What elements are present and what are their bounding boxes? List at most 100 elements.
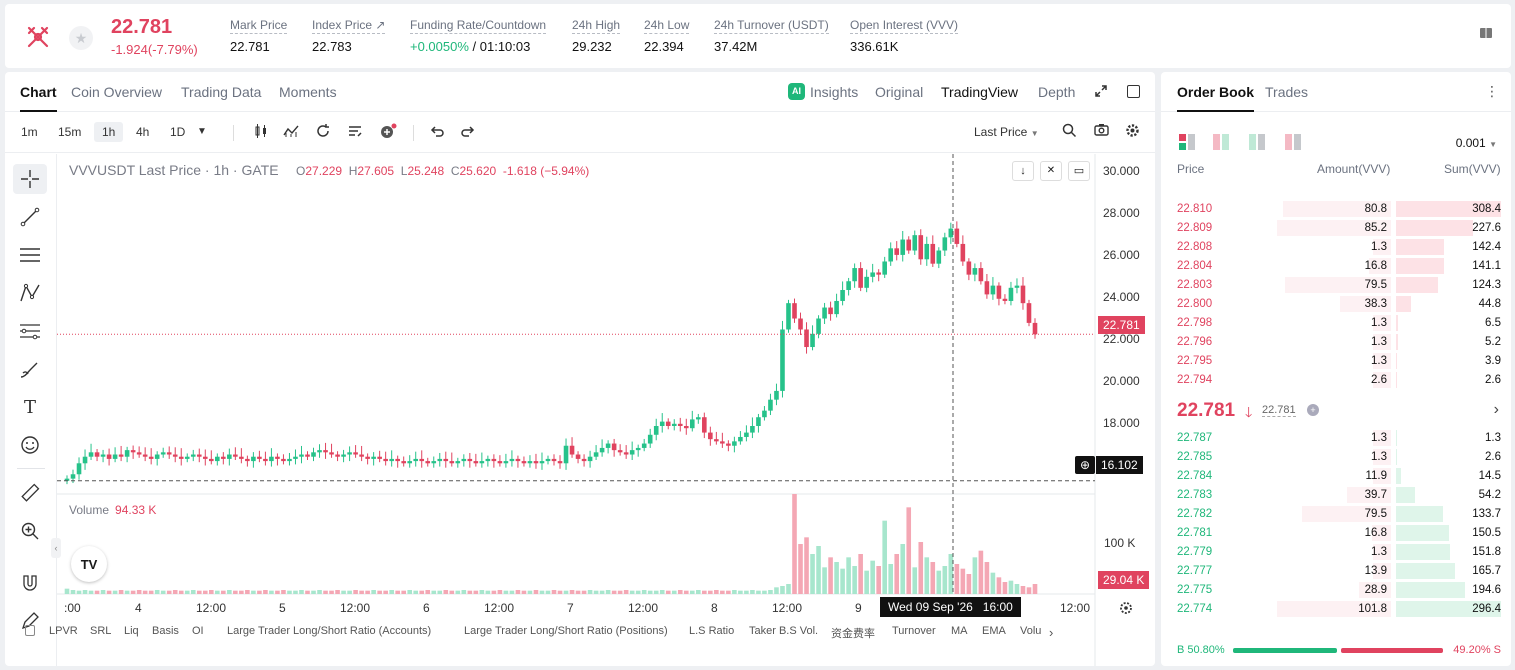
indicator-lpvr[interactable]: LPVR <box>49 625 78 637</box>
tf-1m[interactable]: 1m <box>21 125 38 139</box>
tab-moments[interactable]: Moments <box>279 84 337 100</box>
pencil-lock-icon[interactable] <box>13 606 47 636</box>
indicator-ma[interactable]: MA <box>951 625 968 637</box>
ask-row[interactable]: 22.810 80.8 308.4 <box>1161 200 1511 219</box>
tf-1h[interactable]: 1h <box>94 122 124 142</box>
both-sides-mode-icon[interactable] <box>1179 134 1195 150</box>
tab-insights[interactable]: Insights <box>810 84 859 100</box>
indicators-icon[interactable] <box>283 123 299 142</box>
refresh-icon[interactable] <box>315 123 331 142</box>
bid-row[interactable]: 22.783 39.7 54.2 <box>1161 486 1511 505</box>
candlestick-chart[interactable]: VVVUSDT Last Price · 1h · GATE O27.229 H… <box>57 154 1155 666</box>
tab-original[interactable]: Original <box>875 84 924 100</box>
window-mode-icon[interactable] <box>1127 85 1140 98</box>
tf-4h[interactable]: 4h <box>136 125 150 139</box>
undo-icon[interactable] <box>429 123 445 142</box>
tab-trades[interactable]: Trades <box>1265 84 1309 100</box>
tab-order-book[interactable]: Order Book <box>1177 84 1255 112</box>
ask-row[interactable]: 22.808 1.3 142.4 <box>1161 238 1511 257</box>
candle-type-icon[interactable] <box>253 123 269 142</box>
tf-dropdown-icon[interactable]: ▼ <box>197 126 207 137</box>
ask-row[interactable]: 22.795 1.3 3.9 <box>1161 352 1511 371</box>
candle-body <box>864 276 869 288</box>
bid-row[interactable]: 22.774 101.8 296.4 <box>1161 600 1511 619</box>
trendline-tool-icon[interactable] <box>13 202 47 232</box>
indicator-volume[interactable]: Volu <box>1020 625 1042 637</box>
info-icon[interactable]: + <box>1307 404 1319 416</box>
tf-15m[interactable]: 15m <box>58 125 82 139</box>
maximize-pane-icon[interactable]: ▭ <box>1068 161 1090 181</box>
bid-row[interactable]: 22.784 11.9 14.5 <box>1161 467 1511 486</box>
magnet-tool-icon[interactable] <box>13 568 47 598</box>
emoji-tool-icon[interactable] <box>13 430 47 460</box>
add-crosshair-icon[interactable]: ⊕ <box>1075 456 1095 474</box>
pattern-tool-icon[interactable] <box>13 278 47 308</box>
search-icon[interactable] <box>1062 123 1077 141</box>
channel-tool-icon[interactable] <box>13 240 47 270</box>
bid-row[interactable]: 22.779 1.3 151.8 <box>1161 543 1511 562</box>
tab-depth[interactable]: Depth <box>1038 84 1076 100</box>
candle-body <box>503 461 509 464</box>
add-alert-icon[interactable] <box>379 123 397 142</box>
collapse-icon[interactable]: ✕ <box>1040 161 1062 181</box>
tab-trading-data[interactable]: Trading Data <box>181 84 262 100</box>
ask-row[interactable]: 22.798 1.3 6.5 <box>1161 314 1511 333</box>
book-icon[interactable] <box>1479 26 1497 44</box>
indicator-srl[interactable]: SRL <box>90 625 112 637</box>
bid-row[interactable]: 22.781 16.8 150.5 <box>1161 524 1511 543</box>
bid-row[interactable]: 22.782 79.5 133.7 <box>1161 505 1511 524</box>
stat-index-price[interactable]: Index Price ↗ 22.783 <box>312 18 386 54</box>
tradingview-logo[interactable]: TV <box>71 546 107 582</box>
indicator-funding-rate[interactable]: 资金费率 <box>831 628 875 640</box>
last-price-select[interactable]: Last Price ▼ <box>974 125 1039 139</box>
bid-row[interactable]: 22.777 13.9 165.7 <box>1161 562 1511 581</box>
tab-chart[interactable]: Chart <box>20 84 57 112</box>
tf-1d[interactable]: 1D <box>170 125 186 139</box>
candle-body <box>527 461 533 464</box>
indicator-lt-positions[interactable]: Large Trader Long/Short Ratio (Positions… <box>464 625 668 637</box>
indicator-ls-ratio[interactable]: L.S Ratio <box>689 625 735 637</box>
brush-tool-icon[interactable] <box>13 354 47 384</box>
indicator-taker-vol[interactable]: Taker B.S Vol. <box>749 625 819 637</box>
bid-row[interactable]: 22.775 28.9 194.6 <box>1161 581 1511 600</box>
redo-icon[interactable] <box>460 123 476 142</box>
favorite-star-icon[interactable]: ★ <box>69 26 93 50</box>
time-axis-settings-icon[interactable] <box>1119 601 1133 620</box>
ask-row[interactable]: 22.803 79.5 124.3 <box>1161 276 1511 295</box>
zoom-in-icon[interactable] <box>13 516 47 546</box>
more-options-icon[interactable]: ⋮ <box>1485 83 1499 99</box>
ask-row[interactable]: 22.809 85.2 227.6 <box>1161 219 1511 238</box>
asks-bids-mode-icon[interactable] <box>1213 134 1229 150</box>
indicator-oi[interactable]: OI <box>192 625 204 637</box>
chart-canvas[interactable] <box>57 154 1155 666</box>
expand-icon[interactable] <box>1094 84 1108 103</box>
indicator-ema[interactable]: EMA <box>982 625 1006 637</box>
camera-icon[interactable] <box>1094 123 1109 140</box>
text-tool-icon[interactable]: T <box>23 396 36 418</box>
bid-row[interactable]: 22.787 1.3 1.3 <box>1161 429 1511 448</box>
collapse-toolbar-icon[interactable]: ‹ <box>51 538 61 558</box>
gear-icon[interactable] <box>1125 123 1140 141</box>
scroll-down-icon[interactable]: ↓ <box>1012 161 1034 181</box>
precision-select[interactable]: 0.001 ▼ <box>1455 136 1497 150</box>
bid-row[interactable]: 22.785 1.3 2.6 <box>1161 448 1511 467</box>
ask-row[interactable]: 22.800 38.3 44.8 <box>1161 295 1511 314</box>
ruler-tool-icon[interactable] <box>13 478 47 508</box>
chevron-right-icon[interactable]: › <box>1493 401 1499 418</box>
bids-only-mode-icon[interactable] <box>1249 134 1265 150</box>
crosshair-tool-icon[interactable] <box>13 164 47 194</box>
indicator-liq[interactable]: Liq <box>124 625 139 637</box>
asks-only-mode-icon[interactable] <box>1285 134 1301 150</box>
fib-tool-icon[interactable] <box>13 316 47 346</box>
indicator-scroll-right-icon[interactable]: › <box>1049 625 1054 640</box>
ask-row[interactable]: 22.794 2.6 2.6 <box>1161 371 1511 390</box>
tab-tradingview[interactable]: TradingView <box>941 84 1019 100</box>
indicator-toggle-icon[interactable] <box>25 625 35 636</box>
indicator-turnover[interactable]: Turnover <box>892 625 936 637</box>
indicator-lt-accounts[interactable]: Large Trader Long/Short Ratio (Accounts) <box>227 625 432 637</box>
indicator-basis[interactable]: Basis <box>152 625 179 637</box>
templates-icon[interactable] <box>347 123 363 142</box>
tab-coin-overview[interactable]: Coin Overview <box>71 84 163 100</box>
ask-row[interactable]: 22.796 1.3 5.2 <box>1161 333 1511 352</box>
ask-row[interactable]: 22.804 16.8 141.1 <box>1161 257 1511 276</box>
